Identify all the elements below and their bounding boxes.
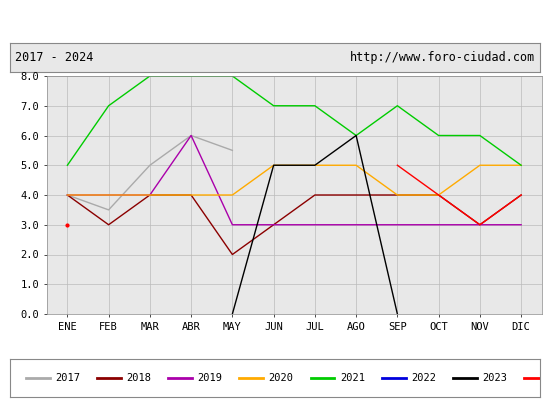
Text: 2023: 2023 bbox=[482, 373, 507, 383]
Text: 2022: 2022 bbox=[411, 373, 436, 383]
Text: 2019: 2019 bbox=[197, 373, 222, 383]
Text: 2020: 2020 bbox=[268, 373, 294, 383]
Text: 2018: 2018 bbox=[126, 373, 151, 383]
Text: 2017: 2017 bbox=[55, 373, 80, 383]
Text: Evolucion del paro registrado en Monterrubio: Evolucion del paro registrado en Monterr… bbox=[102, 14, 448, 28]
Text: 2021: 2021 bbox=[340, 373, 365, 383]
Text: http://www.foro-ciudad.com: http://www.foro-ciudad.com bbox=[350, 51, 535, 64]
Text: 2017 - 2024: 2017 - 2024 bbox=[15, 51, 94, 64]
